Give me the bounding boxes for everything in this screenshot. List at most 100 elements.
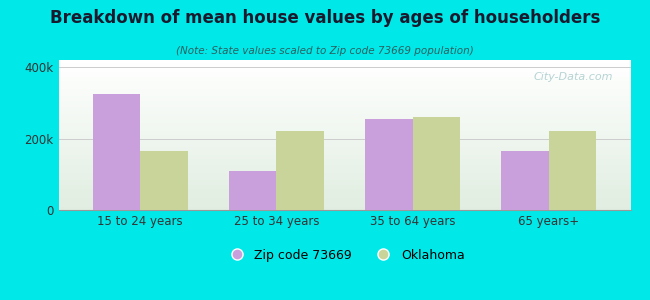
Bar bbox=[58, 84, 630, 86]
Bar bbox=[58, 106, 630, 108]
Bar bbox=[58, 188, 630, 189]
Text: City-Data.com: City-Data.com bbox=[534, 72, 614, 82]
Bar bbox=[58, 147, 630, 148]
Text: (Note: State values scaled to Zip code 73669 population): (Note: State values scaled to Zip code 7… bbox=[176, 46, 474, 56]
Bar bbox=[58, 189, 630, 190]
Bar bbox=[58, 82, 630, 84]
Text: Breakdown of mean house values by ages of householders: Breakdown of mean house values by ages o… bbox=[50, 9, 600, 27]
Bar bbox=[58, 169, 630, 171]
Bar bbox=[58, 152, 630, 153]
Bar bbox=[58, 144, 630, 146]
Bar bbox=[58, 140, 630, 141]
Bar bbox=[58, 132, 630, 134]
Bar bbox=[58, 130, 630, 132]
Bar bbox=[58, 153, 630, 154]
Bar bbox=[58, 123, 630, 124]
Bar bbox=[58, 136, 630, 138]
Bar bbox=[58, 190, 630, 192]
Bar bbox=[58, 174, 630, 176]
Bar bbox=[58, 198, 630, 200]
Bar bbox=[58, 110, 630, 111]
Bar bbox=[58, 207, 630, 208]
Bar bbox=[276, 131, 324, 210]
Bar bbox=[140, 151, 188, 210]
Bar bbox=[58, 102, 630, 104]
Bar bbox=[58, 171, 630, 172]
Bar bbox=[365, 119, 413, 210]
Bar bbox=[58, 154, 630, 156]
Bar bbox=[58, 108, 630, 110]
Bar bbox=[58, 158, 630, 159]
Bar bbox=[58, 105, 630, 106]
Bar bbox=[58, 150, 630, 152]
Bar bbox=[58, 85, 630, 87]
Bar bbox=[58, 63, 630, 64]
Bar bbox=[58, 195, 630, 196]
Bar bbox=[58, 75, 630, 76]
Bar bbox=[58, 182, 630, 183]
Bar bbox=[58, 146, 630, 147]
Bar bbox=[58, 128, 630, 129]
Bar bbox=[58, 111, 630, 112]
Bar bbox=[58, 183, 630, 184]
Bar bbox=[58, 141, 630, 142]
Bar bbox=[58, 124, 630, 126]
Bar bbox=[58, 200, 630, 201]
Bar bbox=[58, 160, 630, 162]
Bar bbox=[58, 90, 630, 92]
Bar bbox=[58, 80, 630, 81]
Bar bbox=[58, 178, 630, 180]
Bar bbox=[58, 168, 630, 170]
Bar bbox=[58, 98, 630, 99]
Bar bbox=[58, 70, 630, 72]
Bar bbox=[58, 138, 630, 140]
Bar bbox=[58, 81, 630, 82]
Bar bbox=[58, 129, 630, 130]
Bar bbox=[58, 118, 630, 120]
Bar bbox=[92, 94, 140, 210]
Bar bbox=[58, 126, 630, 128]
Bar bbox=[58, 186, 630, 188]
Bar bbox=[58, 103, 630, 105]
Bar bbox=[58, 194, 630, 195]
Bar bbox=[58, 61, 630, 63]
Bar bbox=[58, 92, 630, 93]
Bar bbox=[58, 201, 630, 202]
Bar bbox=[58, 120, 630, 122]
Bar bbox=[58, 78, 630, 80]
Bar bbox=[58, 167, 630, 168]
Bar bbox=[58, 117, 630, 118]
Bar bbox=[58, 76, 630, 78]
Bar bbox=[58, 93, 630, 94]
Bar bbox=[58, 202, 630, 204]
Bar bbox=[58, 176, 630, 177]
Bar bbox=[58, 177, 630, 178]
Bar bbox=[58, 74, 630, 75]
Bar bbox=[58, 68, 630, 69]
Bar bbox=[58, 159, 630, 160]
Bar bbox=[58, 99, 630, 100]
Bar bbox=[413, 117, 460, 210]
Bar bbox=[58, 66, 630, 68]
Bar bbox=[58, 134, 630, 135]
Bar bbox=[58, 208, 630, 210]
Bar bbox=[58, 100, 630, 102]
Bar bbox=[58, 162, 630, 164]
Bar bbox=[58, 184, 630, 186]
Bar bbox=[58, 204, 630, 206]
Bar bbox=[58, 94, 630, 96]
Bar bbox=[58, 172, 630, 174]
Bar bbox=[58, 156, 630, 158]
Bar bbox=[58, 88, 630, 90]
Bar bbox=[58, 112, 630, 114]
Bar bbox=[229, 171, 276, 210]
Bar bbox=[58, 122, 630, 123]
Bar bbox=[58, 206, 630, 207]
Bar bbox=[549, 131, 597, 210]
Bar bbox=[58, 64, 630, 66]
Legend: Zip code 73669, Oklahoma: Zip code 73669, Oklahoma bbox=[220, 244, 469, 267]
Bar bbox=[58, 87, 630, 88]
Bar bbox=[58, 114, 630, 116]
Bar bbox=[501, 151, 549, 210]
Bar bbox=[58, 165, 630, 166]
